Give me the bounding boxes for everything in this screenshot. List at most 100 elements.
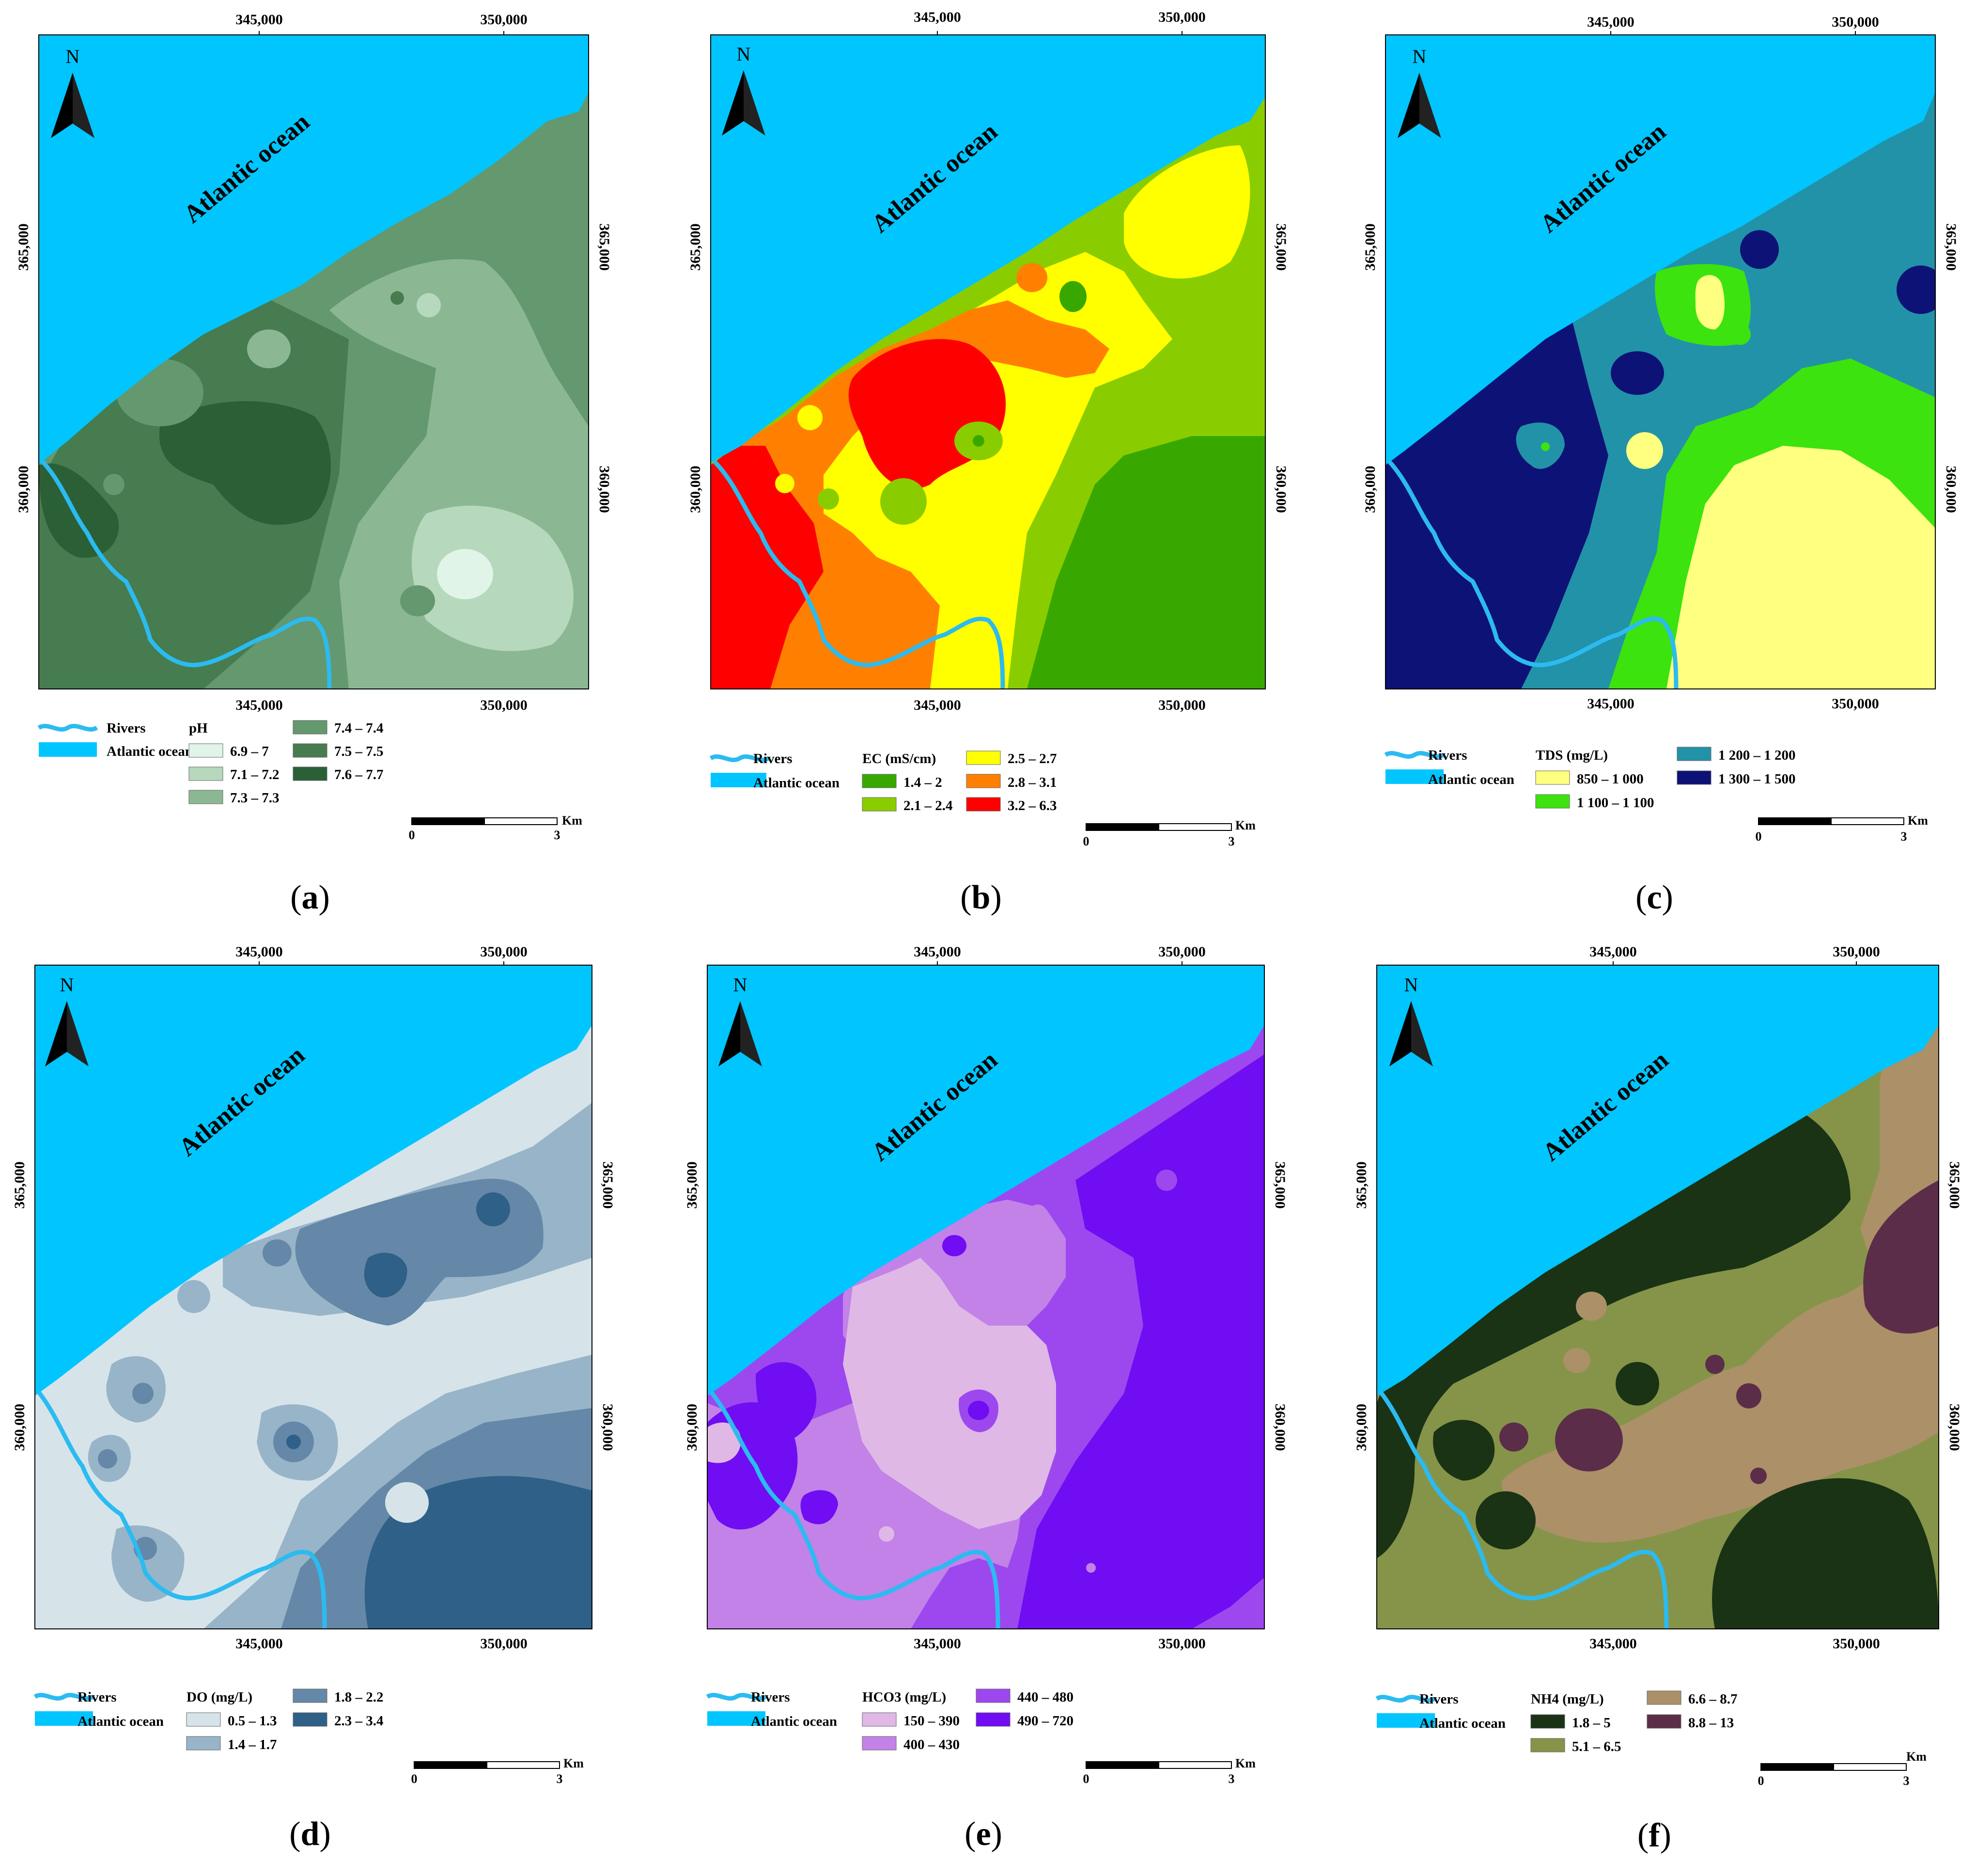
north-arrow-icon: N (1389, 974, 1433, 1066)
river-legend-icon (706, 1693, 767, 1701)
class-spot (1541, 442, 1550, 451)
x-tick-top-2: 350,000 (480, 944, 528, 960)
scale-start: 0 (1083, 834, 1089, 848)
legend-swatch-6 (293, 766, 327, 781)
river-legend-icon (709, 754, 770, 762)
x-tick-top-1: 345,000 (914, 944, 961, 960)
map-border (38, 34, 589, 689)
panel-d-do-map: 345,000 350,000 345,000 350,000 365,000 … (0, 938, 658, 1876)
panel-label: (e) (965, 1815, 1002, 1853)
river-legend-icon (37, 724, 98, 732)
class-spot (1016, 263, 1047, 292)
class-area-3-2-west (711, 446, 824, 689)
class-area-6-6 (1563, 1348, 1590, 1373)
y-tick-left-2: 360,000 (12, 1404, 28, 1451)
river-line (1379, 1391, 1669, 1629)
map-frame (1377, 965, 1939, 1629)
y-tick-right-1: 365,000 (596, 223, 612, 271)
class-spot (263, 1239, 292, 1266)
scale-start: 0 (1758, 1774, 1764, 1788)
y-tick-left-1: 365,000 (687, 223, 703, 271)
ocean-legend-label: Atlantic ocean (753, 775, 840, 791)
class-area-1-8 (1433, 1420, 1495, 1481)
atlantic-ocean-area (35, 965, 592, 1396)
legend-swatch-5 (293, 743, 327, 758)
legend-label-4: 2.3 – 3.4 (334, 1713, 384, 1729)
legend-swatch-5 (966, 797, 1001, 812)
ocean-legend-label: Atlantic ocean (1419, 1716, 1506, 1731)
legend-swatch-1 (1530, 1714, 1565, 1729)
x-tick-top-1: 345,000 (1587, 14, 1634, 30)
rivers-legend-label: Rivers (1428, 748, 1467, 763)
class-area-2-5-north (1124, 145, 1250, 279)
panel-a-ph-map: 345,000 350,000 345,000 350,000 365,000 … (0, 0, 658, 938)
legend: Rivers Atlantic ocean EC (mS/cm) 1.4 – 2… (709, 750, 1057, 813)
legend-swatch-1 (1535, 770, 1570, 785)
legend-label-6: 7.6 – 7.7 (334, 767, 384, 782)
map-frame (35, 965, 592, 1629)
map-frame (707, 965, 1264, 1629)
legend: Rivers Atlantic ocean NH4 (mg/L) 1.8 – 5… (1375, 1690, 1738, 1754)
class-spot-1300 (1611, 351, 1664, 395)
legend-swatch-2 (1535, 794, 1570, 809)
y-tick-left-1: 365,000 (12, 1161, 28, 1209)
north-arrow-icon: N (718, 974, 762, 1066)
panel-label: (f) (1637, 1817, 1671, 1854)
legend-title: NH4 (mg/L) (1531, 1691, 1604, 1707)
y-tick-left-1: 365,000 (1362, 223, 1378, 271)
y-tick-right-2: 360,000 (1943, 466, 1959, 513)
legend-swatch-4 (1647, 1714, 1681, 1729)
legend-title: HCO3 (mg/L) (862, 1689, 946, 1705)
scale-start: 0 (1083, 1772, 1089, 1786)
x-tick-bottom-2: 350,000 (480, 697, 528, 713)
scale-end: 3 (554, 828, 560, 842)
river-legend-icon (33, 1693, 94, 1701)
legend-label-3: 6.6 – 8.7 (1688, 1691, 1738, 1707)
legend-swatch-3 (188, 790, 223, 804)
scale-end: 3 (1229, 1772, 1235, 1786)
scale-end: 3 (1903, 1774, 1910, 1788)
class-area-8-8 (1499, 1423, 1528, 1452)
legend-label-3: 7.3 – 7.3 (230, 790, 280, 806)
legend-label-4: 2.8 – 3.1 (1008, 775, 1057, 790)
rivers-legend-label: Rivers (1419, 1691, 1459, 1707)
y-tick-left-2: 360,000 (687, 466, 703, 513)
legend: Rivers Atlantic ocean HCO3 (mg/L) 150 – … (706, 1688, 1074, 1752)
legend-swatch-2 (1530, 1738, 1565, 1752)
class-spot (111, 1525, 185, 1602)
class-area-8-8 (1750, 1468, 1767, 1484)
class-area-8-8 (1736, 1383, 1761, 1408)
legend-label-3: 440 – 480 (1017, 1689, 1074, 1705)
y-tick-right-2: 360,000 (1273, 466, 1289, 513)
legend-label-1: 850 – 1 000 (1577, 771, 1644, 787)
y-tick-left-1: 365,000 (1354, 1161, 1369, 1209)
legend-label-1: 1.8 – 5 (1572, 1715, 1611, 1731)
legend-swatch-2 (862, 797, 897, 812)
class-spot-850 (1695, 275, 1725, 329)
y-tick-left-2: 360,000 (1362, 466, 1378, 513)
x-tick-bottom-1: 345,000 (914, 697, 961, 713)
atlantic-ocean-area (1385, 35, 1935, 465)
x-tick-bottom-1: 345,000 (1589, 1636, 1637, 1652)
x-tick-top-2: 350,000 (480, 12, 528, 28)
legend: Rivers Atlantic ocean DO (mg/L) 0.5 – 1.… (33, 1688, 384, 1752)
legend-label-2: 400 – 430 (903, 1737, 960, 1752)
legend-label-2: 2.1 – 2.4 (903, 798, 953, 813)
class-spot-150 (879, 1526, 894, 1542)
map-frame (1385, 35, 1935, 689)
rivers-legend-label: Rivers (751, 1689, 790, 1705)
class-spot-2-3 (364, 1252, 407, 1298)
y-tick-left-1: 365,000 (684, 1161, 700, 1209)
atlantic-ocean-area (39, 35, 589, 465)
class-spot (1042, 1288, 1050, 1296)
scale-bar: Km 0 3 (409, 813, 583, 842)
legend-swatch-3 (293, 1688, 327, 1703)
river-line (713, 460, 1005, 689)
river-legend-icon (1384, 751, 1445, 759)
y-tick-right-2: 360,000 (1946, 1404, 1962, 1451)
panel-label: (a) (290, 879, 330, 916)
class-spot (98, 1449, 117, 1469)
scale-unit: Km (563, 1756, 584, 1770)
ocean-legend-swatch (1385, 769, 1444, 784)
x-tick-bottom-1: 345,000 (235, 697, 283, 713)
